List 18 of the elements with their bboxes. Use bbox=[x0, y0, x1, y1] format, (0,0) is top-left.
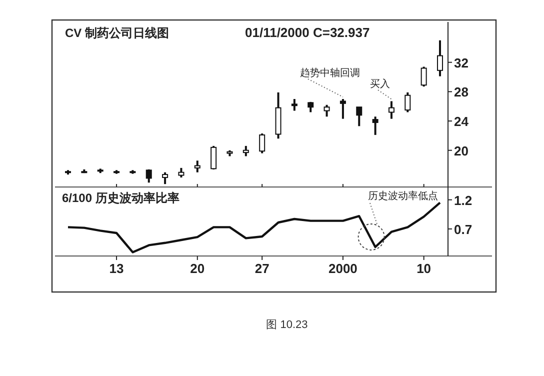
x-tick-label: 27 bbox=[254, 261, 270, 276]
caption: 图 10.23 bbox=[266, 319, 308, 331]
annotation: 买入 bbox=[370, 78, 390, 90]
y-tick-label: 1.2 bbox=[454, 192, 472, 208]
x-tick-label: 2000 bbox=[328, 261, 358, 276]
x-tick-label: 10 bbox=[416, 261, 432, 276]
chart-subtitle: 01/11/2000 C=32.937 bbox=[245, 25, 370, 40]
y-tick-label: 20 bbox=[454, 143, 468, 158]
y-tick-label: 28 bbox=[454, 84, 468, 100]
y-tick-label: 24 bbox=[454, 114, 470, 129]
annotation: 历史波动率低点 bbox=[368, 190, 438, 202]
chart-title: CV 制药公司日线图 bbox=[65, 26, 170, 40]
annotation: 趋势中轴回调 bbox=[300, 67, 360, 79]
x-tick-label: 20 bbox=[190, 261, 205, 276]
chart-title: 6/100 历史波动率比率 bbox=[62, 191, 180, 205]
y-tick-label: 0.7 bbox=[454, 222, 472, 237]
x-tick-label: 13 bbox=[109, 261, 124, 276]
y-tick-label: 32 bbox=[454, 55, 468, 70]
